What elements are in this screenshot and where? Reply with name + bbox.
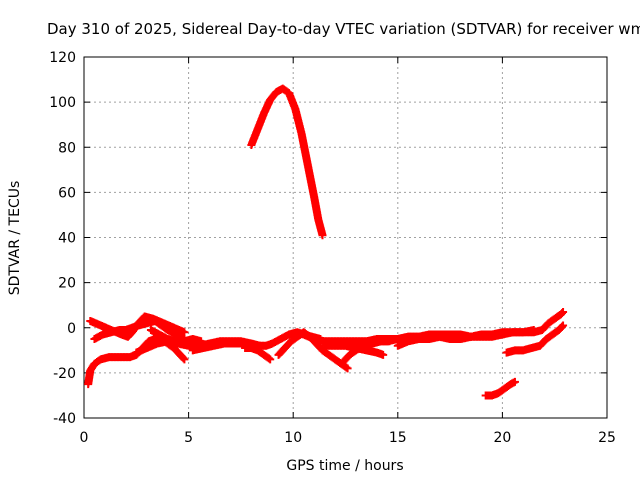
x-axis-label: GPS time / hours <box>286 458 403 474</box>
data-point <box>180 328 189 337</box>
y-tick-label: 40 <box>58 231 76 247</box>
x-tick-label: 20 <box>493 430 511 446</box>
data-points <box>84 84 568 400</box>
x-tick-label: 0 <box>80 430 89 446</box>
y-tick-label: -20 <box>53 366 76 382</box>
data-point <box>343 364 352 373</box>
y-tick-label: 120 <box>49 50 76 66</box>
x-tick-label: 15 <box>389 430 407 446</box>
series-arc-11 <box>320 341 388 359</box>
y-tick-label: -40 <box>53 411 76 427</box>
y-tick-label: 80 <box>58 140 76 156</box>
series-arc-04 <box>90 316 189 344</box>
data-point <box>558 322 567 331</box>
data-point <box>559 321 568 330</box>
data-point <box>318 231 327 240</box>
series-arc-01 <box>247 84 327 240</box>
chart-title: Day 310 of 2025, Sidereal Day-to-day VTE… <box>47 20 640 38</box>
y-axis-label: SDTVAR / TECUs <box>7 181 23 296</box>
y-tick-label: 60 <box>58 185 76 201</box>
y-tick-label: 100 <box>49 95 76 111</box>
data-point <box>179 354 188 363</box>
y-tick-label: 0 <box>67 321 76 337</box>
data-point <box>510 377 519 386</box>
series-arc-08 <box>241 344 275 364</box>
data-point <box>558 309 567 318</box>
data-point <box>197 337 206 346</box>
y-tick-label: 20 <box>58 276 76 292</box>
data-point <box>559 307 568 316</box>
data-point <box>266 355 275 364</box>
series-arc-06 <box>146 326 206 346</box>
x-tick-label: 25 <box>598 430 616 446</box>
series-arc-15 <box>425 307 568 344</box>
data-point <box>180 355 189 364</box>
grid-lines <box>84 57 607 418</box>
series-arc-17 <box>481 377 519 400</box>
axis-ticks: 0 5 10 15 20 25 -40 -20 0 20 40 60 80 100 120 <box>49 50 616 446</box>
x-tick-label: 5 <box>184 430 193 446</box>
series-arc-16 <box>502 321 568 357</box>
data-point <box>379 350 388 359</box>
x-tick-label: 10 <box>284 430 302 446</box>
